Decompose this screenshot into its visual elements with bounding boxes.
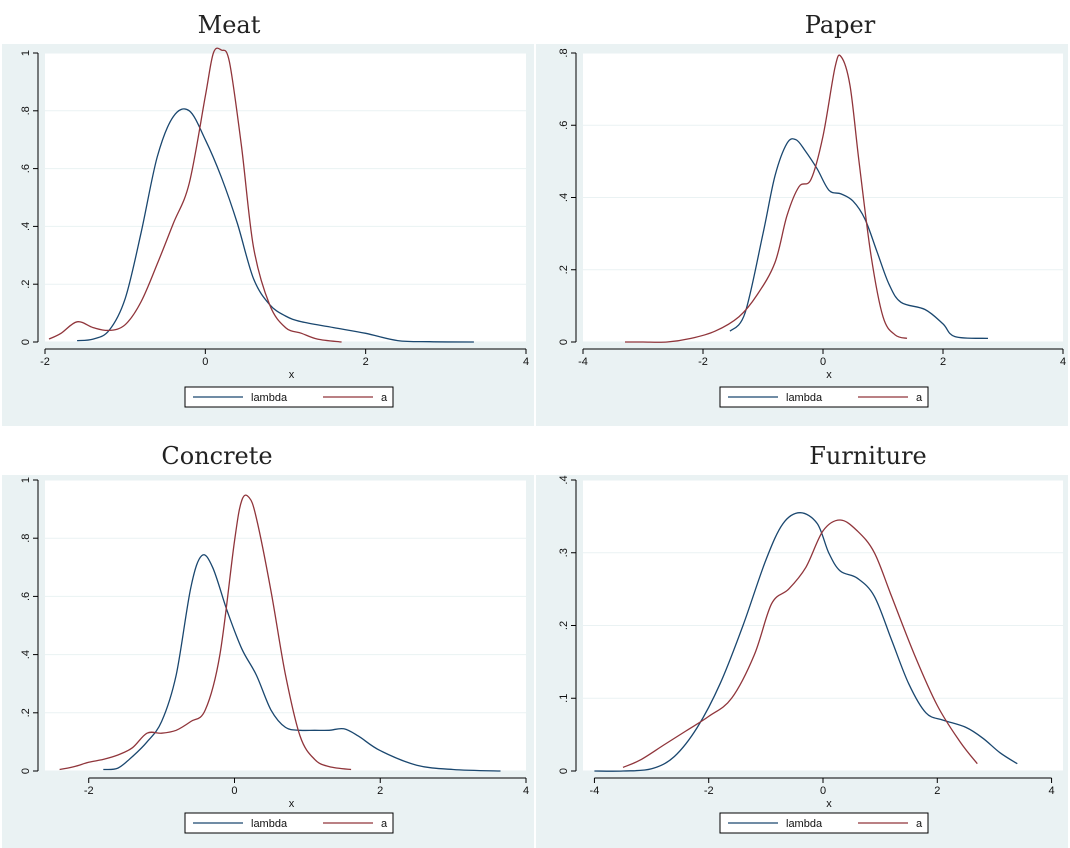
y-tick-label: .1 — [558, 694, 570, 703]
y-tick-label: .8 — [20, 534, 32, 543]
x-tick-label: -4 — [578, 356, 588, 368]
y-tick-label: .8 — [20, 106, 32, 115]
x-tick-label: 0 — [231, 785, 237, 797]
y-tick-label: .2 — [20, 708, 32, 717]
x-tick-label: 4 — [1060, 356, 1066, 368]
x-tick-label: -2 — [698, 356, 708, 368]
legend-label-lambda: lambda — [786, 818, 823, 830]
x-tick-label: 4 — [523, 785, 529, 797]
x-tick-label: -2 — [40, 356, 50, 368]
y-tick-label: 0 — [558, 339, 570, 345]
legend-label-lambda: lambda — [251, 818, 288, 830]
x-tick-label: -2 — [84, 785, 94, 797]
x-axis-title: x — [289, 798, 295, 810]
series-line-lambda — [77, 108, 474, 343]
x-axis-title: x — [826, 369, 832, 381]
x-tick-label: 2 — [363, 356, 369, 368]
y-tick-label: .8 — [558, 48, 570, 57]
x-tick-label: 0 — [820, 356, 826, 368]
x-tick-label: 0 — [820, 785, 826, 797]
x-tick-label: 4 — [523, 356, 529, 368]
x-axis-title: x — [289, 369, 295, 381]
legend-box — [184, 812, 394, 834]
series-line-a — [59, 494, 352, 771]
x-tick-label: -2 — [704, 785, 714, 797]
y-tick-label: .4 — [20, 650, 32, 659]
y-tick-label: .4 — [558, 475, 570, 484]
y-tick-label: .4 — [558, 193, 570, 202]
y-tick-label: .3 — [558, 548, 570, 557]
legend-label-a: a — [916, 818, 923, 830]
x-tick-label: 4 — [1049, 785, 1055, 797]
x-tick-label: 2 — [934, 785, 940, 797]
panel-title: Concrete — [161, 442, 272, 470]
y-tick-label: .6 — [20, 164, 32, 173]
y-tick-label: .2 — [558, 265, 570, 274]
legend-label-a: a — [381, 392, 388, 404]
x-tick-label: 0 — [202, 356, 208, 368]
legend-label-a: a — [916, 392, 923, 404]
y-tick-label: 0 — [20, 768, 32, 774]
series-line-lambda — [729, 138, 989, 340]
y-tick-label: 1 — [20, 477, 32, 483]
series-line-lambda — [103, 554, 501, 772]
legend-box — [719, 386, 929, 408]
y-tick-label: 0 — [20, 339, 32, 345]
series-line-a — [624, 54, 908, 343]
plot-area — [45, 53, 526, 342]
y-tick-label: 1 — [20, 50, 32, 56]
panel-title: Furniture — [809, 442, 927, 470]
y-tick-label: .2 — [558, 621, 570, 630]
legend-box — [719, 812, 929, 834]
y-tick-label: .6 — [20, 592, 32, 601]
legend-box — [184, 386, 394, 408]
x-tick-label: 2 — [940, 356, 946, 368]
y-tick-label: .6 — [558, 121, 570, 130]
legend-label-a: a — [381, 818, 388, 830]
series-line-lambda — [594, 512, 1018, 772]
series-line-a — [48, 47, 342, 343]
plot-area — [45, 480, 526, 771]
x-tick-label: -4 — [590, 785, 600, 797]
panel-title: Meat — [198, 11, 261, 39]
legend-label-lambda: lambda — [251, 392, 288, 404]
panel-title: Paper — [805, 11, 876, 39]
y-tick-label: 0 — [558, 768, 570, 774]
x-axis-title: x — [826, 798, 832, 810]
series-line-a — [622, 519, 978, 768]
x-tick-label: 2 — [377, 785, 383, 797]
legend-label-lambda: lambda — [786, 392, 823, 404]
y-tick-label: .2 — [20, 280, 32, 289]
y-tick-label: .4 — [20, 222, 32, 231]
